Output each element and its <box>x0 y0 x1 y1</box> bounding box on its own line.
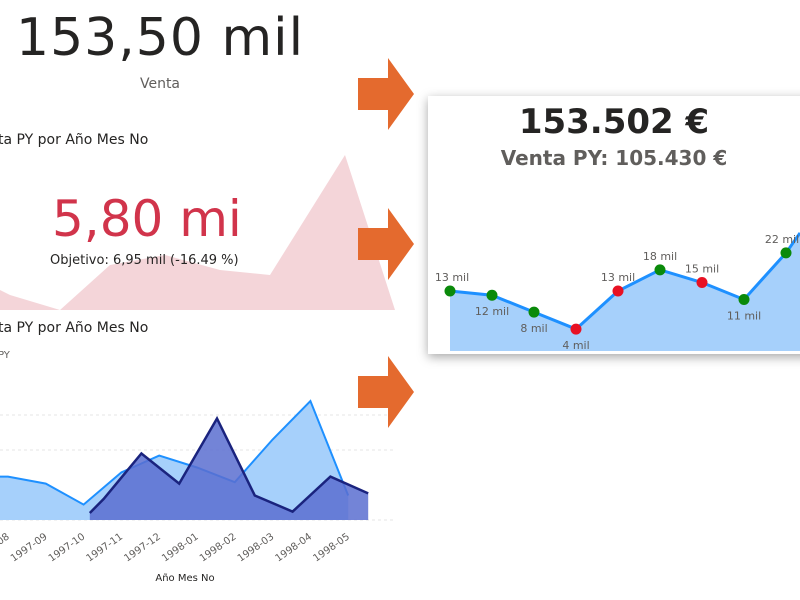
x-tick-label: 1998-01 <box>160 531 201 564</box>
legend-label: PY <box>0 350 10 361</box>
sparkline-data-label: 4 mil <box>562 339 589 352</box>
kpi-label: Venta <box>139 76 181 92</box>
x-tick-label: 1998-04 <box>274 531 315 564</box>
sparkline-data-label: 22 mil <box>765 233 799 246</box>
sparkline-marker <box>738 293 750 305</box>
sparkline-kpi-card: 153.502 € Venta PY: 105.430 € 13 mil 12 m… <box>428 96 800 354</box>
sparkline-data-label: 13 mil <box>601 271 635 284</box>
sparkline-area <box>450 232 800 351</box>
series-py-area <box>89 418 369 520</box>
x-tick-label: 1997-10 <box>47 531 88 564</box>
area-card-title: ta PY por Año Mes No <box>0 132 149 148</box>
x-tick-label: 1997-08 <box>0 531 12 564</box>
area-card-value: 5,80 mil <box>52 190 242 248</box>
arrow-right-icon <box>358 58 414 130</box>
sparkline-data-label: 18 mil <box>643 250 677 263</box>
sparkline-marker <box>612 285 624 297</box>
x-tick-label: 1997-11 <box>85 531 126 564</box>
area-card-chart <box>0 155 395 310</box>
x-tick-label: 1998-02 <box>198 531 239 564</box>
sparkline-marker <box>528 306 540 318</box>
sparkline-marker <box>486 289 498 301</box>
x-tick-label: 1997-09 <box>9 531 50 564</box>
sparkline-marker <box>444 285 456 297</box>
series-py-line <box>88 415 369 514</box>
x-axis-title: Año Mes No <box>155 573 215 584</box>
sparkline-data-label: 12 mil <box>475 305 509 318</box>
right-sparkline-chart: 13 mil 12 mil 8 mil 4 mil 13 mil 18 mil 15 mil… <box>435 232 800 352</box>
kpi-value: 153,50 mil <box>15 8 305 68</box>
x-tick-label: 1997-12 <box>122 531 163 564</box>
sparkline-marker <box>780 247 792 259</box>
right-card-value: 153.502 € <box>518 102 710 142</box>
right-card-subtitle: Venta PY: 105.430 € <box>500 146 728 170</box>
sparkline-marker <box>570 323 582 335</box>
sparkline-line <box>449 232 800 331</box>
arrow-right-icon <box>358 208 414 280</box>
x-tick-label: 1998-05 <box>311 531 352 564</box>
area-card-fill <box>0 155 395 310</box>
sparkline-data-label: 15 mil <box>685 263 719 276</box>
main-area-chart: 1997-081997-091997-101997-111997-121998-… <box>0 399 395 564</box>
sparkline-data-label: 13 mil <box>435 271 469 284</box>
sparkline-data-label: 11 mil <box>727 309 761 322</box>
sparkline-data-label: 8 mil <box>520 322 547 335</box>
area-card-goal: Objetivo: 6,95 mil (-16.49 %) <box>50 253 239 268</box>
x-tick-label: 1998-03 <box>236 531 277 564</box>
sparkline-marker <box>696 277 708 289</box>
arrow-right-icon <box>358 356 414 428</box>
sparkline-marker <box>654 264 666 276</box>
series-venta-line <box>0 399 350 506</box>
chart-title: ta PY por Año Mes No <box>0 320 149 336</box>
